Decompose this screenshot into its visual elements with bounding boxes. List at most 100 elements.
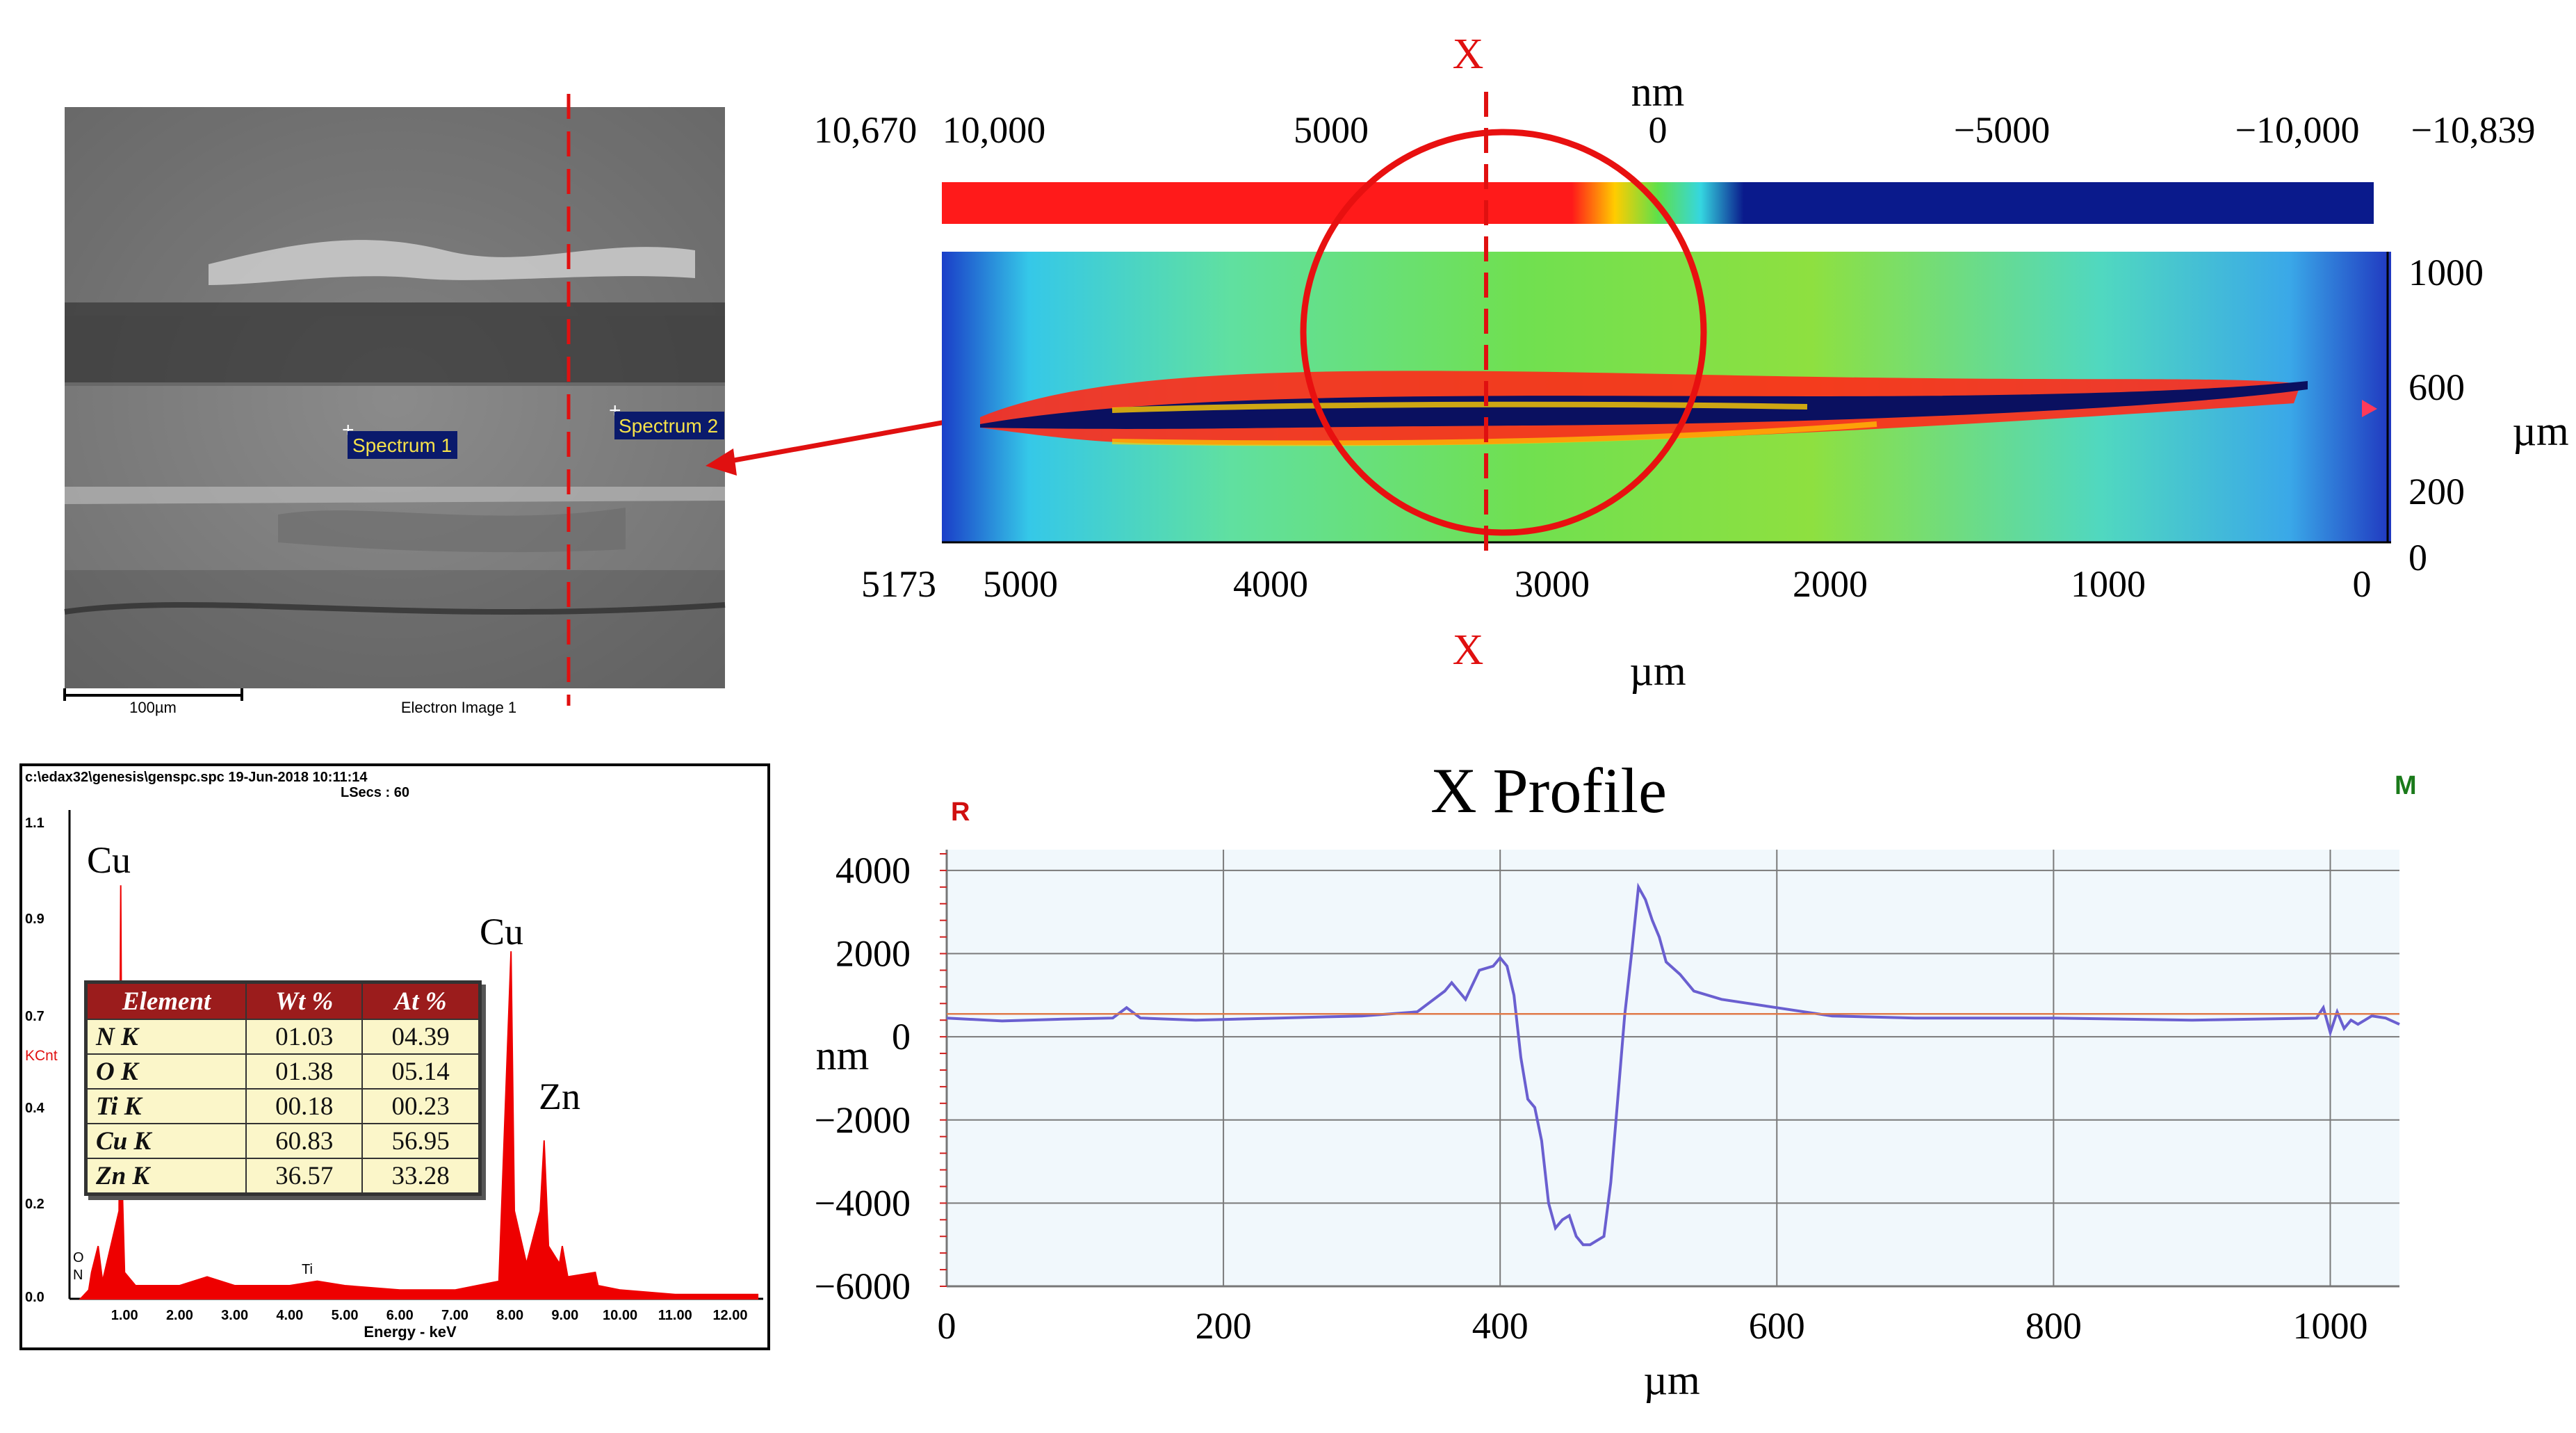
peak-label-cu-low: Cu xyxy=(87,839,131,881)
profile-y-ticks: 4000 2000 0 −2000 −4000 −6000 xyxy=(815,850,947,1307)
colorbar-tick-label: 10,000 xyxy=(943,109,1046,151)
topo-x-ticks: 5173 5000 4000 3000 2000 1000 0 xyxy=(861,563,2372,605)
eds-x-tick-label: 8.00 xyxy=(496,1308,523,1323)
eds-y-tick-label: 0.7 xyxy=(25,1009,44,1024)
profile-y-tick-label: −4000 xyxy=(815,1182,911,1224)
colorbar-tick-label: 0 xyxy=(1649,109,1668,151)
eds-header-line2: LSecs : 60 xyxy=(341,785,409,800)
table-cell-wt: 01.38 xyxy=(245,1053,364,1090)
section-marker-top: X xyxy=(1453,31,1484,78)
eds-spectrum xyxy=(79,885,759,1300)
composition-table: Element Wt % At % N K 01.03 04.39 O K 01… xyxy=(84,980,482,1196)
topo-panel: X nm 10,670 10,000 5000 0 −5000 −10,000 −10,83… xyxy=(814,31,2569,694)
eds-y-tick-label: 0.2 xyxy=(25,1197,44,1212)
topo-x-tick-label: 1000 xyxy=(2071,563,2146,605)
eds-x-tick-label: 6.00 xyxy=(386,1308,414,1323)
eds-x-tick-label: 7.00 xyxy=(441,1308,468,1323)
table-cell-at: 56.95 xyxy=(361,1123,481,1159)
profile-y-tick-label: −2000 xyxy=(815,1099,911,1141)
eds-x-ticks: 1.00 2.00 3.00 4.00 5.00 6.00 7.00 8.00 9.00 10.0… xyxy=(111,1308,748,1323)
eds-x-tick-label: 2.00 xyxy=(166,1308,193,1323)
corner-left: R xyxy=(951,798,970,827)
topo-x-unit: µm xyxy=(1629,648,1686,694)
profile-x-ticks: 0 200 400 600 800 1000 xyxy=(938,1305,2368,1347)
table-header-cell: Wt % xyxy=(245,981,364,1020)
peak-label-n: N xyxy=(73,1268,83,1283)
eds-y-tick-label: 0.4 xyxy=(25,1101,45,1116)
eds-y-ticks: 1.1 0.9 0.7 0.4 0.2 0.0 xyxy=(25,816,45,1305)
eds-header-line1: c:\edax32\genesis\genspc.spc 19-Jun-2018… xyxy=(25,770,368,785)
profile-ylabel: nm xyxy=(816,1033,870,1078)
profile-y-tick-label: 2000 xyxy=(835,933,911,975)
colorbar-ticks: 10,670 10,000 5000 0 −5000 −10,000 −10,839 xyxy=(814,109,2536,151)
table-cell-element: Zn K xyxy=(85,1158,247,1195)
sem-caption: Electron Image 1 xyxy=(401,699,516,716)
topo-y-tick-label: 0 xyxy=(2408,537,2427,578)
profile-line xyxy=(946,882,2400,1247)
profile-panel: X Profile R M 4000 2000 0 −2000 −4000 −6000 0… xyxy=(815,755,2417,1403)
peak-label-ti: Ti xyxy=(302,1262,313,1277)
topo-x-tick-label: 2000 xyxy=(1793,563,1868,605)
topo-y-tick-label: 600 xyxy=(2408,366,2465,408)
profile-x-tick-label: 800 xyxy=(2025,1305,2082,1347)
colorbar-unit: nm xyxy=(1631,69,1685,115)
topo-x-tick-label: 5173 xyxy=(861,563,936,605)
table-header-cell: At % xyxy=(361,981,481,1020)
section-marker-bottom: X xyxy=(1453,626,1484,674)
table-cell-element: Ti K xyxy=(85,1088,247,1124)
topo-y-tick-label: 1000 xyxy=(2408,252,2484,293)
eds-x-tick-label: 10.00 xyxy=(603,1308,637,1323)
table-cell-wt: 01.03 xyxy=(245,1019,364,1055)
topo-y-unit: µm xyxy=(2512,408,2568,454)
peak-label-cu-high: Cu xyxy=(480,911,523,953)
colorbar-tick-label: −10,839 xyxy=(2411,109,2536,151)
spectrum2-label: Spectrum 2 xyxy=(619,415,718,437)
eds-x-tick-label: 1.00 xyxy=(111,1308,138,1323)
eds-x-tick-label: 5.00 xyxy=(332,1308,359,1323)
table-cell-element: Cu K xyxy=(85,1123,247,1159)
eds-x-tick-label: 9.00 xyxy=(551,1308,578,1323)
eds-ylabel: KCnt xyxy=(25,1048,58,1064)
topo-y-ticks: 1000 600 200 0 xyxy=(2408,252,2484,578)
colorbar-tick-label: −5000 xyxy=(1954,109,2050,151)
spectrum2-marker: + Spectrum 2 xyxy=(609,399,724,439)
profile-y-tick-label: −6000 xyxy=(815,1265,911,1307)
table-row: N K 01.03 04.39 xyxy=(85,1019,481,1055)
eds-y-tick-label: 1.1 xyxy=(25,816,44,831)
eds-y-tick-label: 0.0 xyxy=(25,1290,44,1305)
eds-x-tick-label: 4.00 xyxy=(276,1308,303,1323)
profile-title: X Profile xyxy=(1430,755,1667,826)
colorbar-tick-label: −10,000 xyxy=(2235,109,2360,151)
colorbar-tick-label: 5000 xyxy=(1294,109,1369,151)
table-cell-wt: 36.57 xyxy=(245,1158,364,1195)
profile-x-tick-label: 0 xyxy=(938,1305,956,1347)
profile-y-tick-label: 0 xyxy=(892,1016,911,1058)
spectrum1-label: Spectrum 1 xyxy=(352,435,452,456)
table-header-cell: Element xyxy=(85,981,247,1020)
eds-x-tick-label: 11.00 xyxy=(658,1308,692,1323)
table-cell-wt: 00.18 xyxy=(245,1088,364,1124)
profile-x-tick-label: 200 xyxy=(1196,1305,1252,1347)
table-row: O K 01.38 05.14 xyxy=(85,1053,481,1090)
eds-xlabel: Energy - keV xyxy=(364,1323,457,1341)
plot-area xyxy=(947,850,2399,1286)
profile-grid xyxy=(947,850,2399,1286)
peak-label-o: O xyxy=(73,1250,84,1265)
profile-y-tick-label: 4000 xyxy=(835,850,911,891)
spectrum1-marker: + Spectrum 1 xyxy=(342,419,457,459)
table-cell-at: 33.28 xyxy=(361,1158,481,1195)
sem-panel: + Spectrum 1 + Spectrum 2 100µm Electron… xyxy=(63,94,726,716)
profile-series xyxy=(946,882,2400,1247)
topo-x-tick-label: 4000 xyxy=(1233,563,1308,605)
topo-x-tick-label: 5000 xyxy=(983,563,1058,605)
peak-label-zn: Zn xyxy=(539,1076,580,1117)
table-cell-element: N K xyxy=(85,1019,247,1055)
eds-x-tick-label: 12.00 xyxy=(712,1308,747,1323)
table-cell-element: O K xyxy=(85,1053,247,1090)
eds-x-tick-label: 3.00 xyxy=(221,1308,248,1323)
profile-x-tick-label: 600 xyxy=(1749,1305,1805,1347)
table-cell-at: 05.14 xyxy=(361,1053,481,1090)
table-row: Zn K 36.57 33.28 xyxy=(85,1158,481,1195)
corner-right: M xyxy=(2395,771,2417,800)
